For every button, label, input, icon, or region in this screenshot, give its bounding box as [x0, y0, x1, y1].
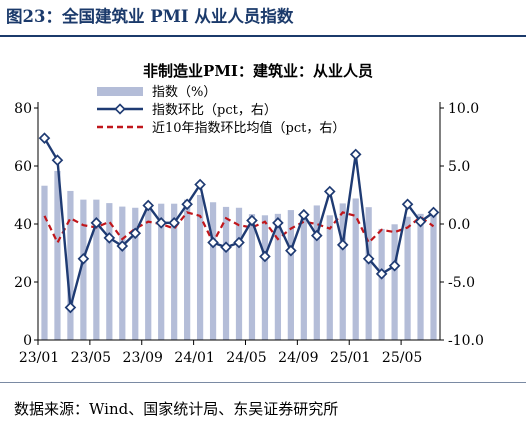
x-tick-label: 25/01 [330, 350, 370, 366]
y-left-tick-label: 40 [14, 217, 32, 233]
chart-title: 非制造业PMI：建筑业：从业人员 [143, 62, 373, 80]
mom-point-25/02 [362, 252, 375, 265]
x-tick-label: 24/01 [174, 350, 214, 366]
bar-24/04 [235, 207, 243, 340]
mom-point-23/12 [181, 198, 193, 211]
avg-mom-line [43, 211, 435, 246]
mom-point-24/06 [259, 250, 271, 263]
mom-point-23/07 [116, 240, 129, 252]
legend-label-avg: 近10年指数环比均值（pct，右） [152, 120, 345, 136]
mom-point-23/01 [38, 132, 51, 144]
bar-23/04 [80, 199, 87, 340]
mom-point-25/01 [349, 148, 362, 161]
mom-line-layer [38, 132, 440, 314]
mom-point-24/10 [311, 229, 323, 242]
bar-24/05 [248, 214, 256, 340]
bar-23/05 [93, 199, 100, 340]
source-note: 数据来源：Wind、国家统计局、东吴证券研究所 [14, 400, 339, 418]
mom-point-25/04 [388, 259, 401, 272]
x-tick-label: 23/05 [71, 350, 111, 366]
figure-title: 图23：全国建筑业 PMI 从业人员指数 [6, 7, 294, 26]
title-rule [0, 35, 526, 37]
bar-25/01 [352, 198, 359, 340]
mom-point-24/08 [285, 244, 297, 257]
mom-point-24/12 [336, 239, 349, 251]
y-left-tick-label: 20 [14, 275, 32, 291]
y-right-tick-label: 0.0 [448, 217, 470, 233]
bar-23/06 [106, 203, 113, 340]
source-rule [0, 382, 526, 383]
mom-point-23/05 [90, 217, 103, 229]
bar-25/07 [430, 211, 437, 340]
bar-23/11 [171, 203, 178, 340]
y-right-tick-label: -10.0 [448, 333, 484, 349]
bar-23/12 [184, 199, 191, 340]
legend-label-bar: 指数（%） [152, 85, 216, 100]
bar-24/10 [313, 205, 320, 340]
bar-25/02 [365, 207, 372, 340]
mom-point-24/01 [194, 178, 206, 191]
bars-layer [41, 170, 437, 340]
bar-25/05 [404, 216, 411, 340]
y-right-tick-label: -5.0 [448, 275, 475, 291]
axes-layer: 0 20 40 60 80 -10.0 -5.0 0.0 5.0 10.0 23/01 23/05 23… [14, 101, 484, 366]
y-left-tick-label: 60 [14, 159, 32, 175]
bar-24/08 [287, 210, 294, 340]
mom-point-23/10 [155, 217, 167, 229]
x-tick-label: 24/09 [278, 350, 318, 366]
mom-point-24/05 [246, 214, 258, 227]
legend-swatch-bar [97, 87, 143, 96]
bar-23/10 [158, 203, 165, 340]
mom-point-24/11 [323, 185, 336, 198]
legend: 指数（%） 指数环比（pct，右） 近10年指数环比均值（pct，右） [97, 85, 345, 136]
mom-point-23/02 [51, 154, 64, 167]
mom-point-25/07 [427, 206, 440, 219]
mom-point-25/03 [375, 268, 388, 280]
mom-point-24/03 [220, 241, 232, 254]
mom-point-24/02 [207, 236, 219, 249]
bar-24/06 [261, 215, 269, 340]
mom-point-24/07 [272, 217, 284, 229]
bar-25/06 [417, 213, 424, 340]
avg-line-layer [43, 211, 435, 246]
bar-24/02 [209, 202, 217, 340]
bar-24/09 [300, 214, 307, 340]
x-tick-label: 23/09 [123, 350, 163, 366]
bar-24/11 [326, 215, 333, 340]
x-tick-label: 24/05 [226, 350, 266, 366]
y-right-tick-label: 10.0 [448, 101, 479, 117]
bar-23/09 [145, 203, 152, 340]
bar-23/07 [119, 206, 126, 340]
x-tick-label: 25/05 [382, 350, 422, 366]
y-right-tick-label: 5.0 [448, 159, 470, 175]
bar-23/03 [67, 190, 74, 340]
bar-24/07 [274, 213, 282, 340]
mom-point-23/09 [142, 199, 155, 212]
mom-point-24/09 [298, 208, 310, 221]
mom-point-25/06 [414, 215, 427, 228]
chart: 非制造业PMI：建筑业：从业人员 0 20 40 60 80 -10.0 -5.0 0.0 5.… [14, 62, 484, 366]
y-left-tick-label: 0 [23, 333, 32, 349]
legend-swatch-mom-marker [114, 103, 126, 115]
bar-24/03 [222, 206, 230, 340]
bar-25/03 [378, 228, 385, 340]
x-tick-label: 23/01 [19, 350, 59, 366]
legend-label-mom: 指数环比（pct，右） [152, 103, 277, 118]
mom-point-23/04 [77, 252, 90, 265]
y-left-tick-label: 80 [14, 101, 32, 117]
mom-point-24/04 [233, 236, 245, 249]
mom-point-25/05 [401, 198, 414, 211]
bar-23/02 [54, 170, 61, 340]
bar-24/12 [339, 203, 346, 340]
bar-23/01 [41, 185, 48, 340]
mom-point-23/03 [64, 301, 77, 314]
bar-24/01 [196, 195, 204, 340]
mom-point-23/11 [168, 217, 180, 229]
bar-23/08 [132, 207, 139, 340]
bar-25/04 [391, 224, 398, 340]
mom-point-23/06 [103, 232, 116, 244]
mom-point-23/08 [129, 227, 142, 240]
